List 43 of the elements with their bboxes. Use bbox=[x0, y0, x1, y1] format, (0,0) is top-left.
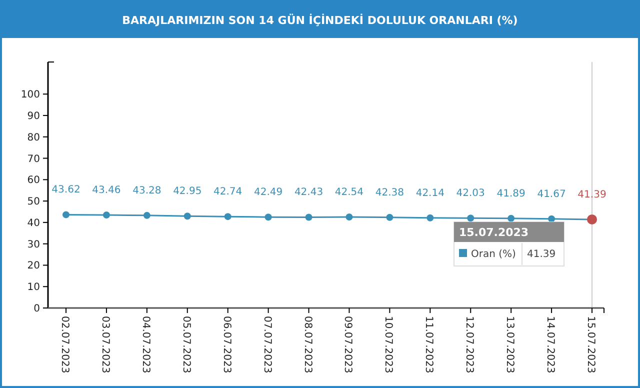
y-tick-label: 70 bbox=[27, 154, 40, 165]
x-tick-label: 06.07.2023 bbox=[220, 316, 232, 374]
x-tick-label: 09.07.2023 bbox=[342, 316, 354, 374]
annotation: 41.39 bbox=[527, 249, 556, 260]
x-tick-label: 04.07.2023 bbox=[140, 316, 151, 374]
x-tick-label: 10.07.2023 bbox=[382, 316, 394, 374]
data-label: 43.46 bbox=[92, 185, 121, 196]
chart-title: BARAJLARIMIZIN SON 14 GÜN İÇİNDEKİ DOLULUK ORANLARI (%) bbox=[122, 13, 518, 27]
x-tick-label: 05.07.2023 bbox=[180, 316, 192, 374]
data-label: 42.14 bbox=[416, 188, 444, 199]
data-label: 42.54 bbox=[334, 187, 364, 198]
data-label: 43.62 bbox=[52, 184, 80, 196]
text: 15.07.2023 bbox=[459, 226, 529, 239]
data-label: 42.49 bbox=[254, 187, 283, 198]
x-tick-label: 08.07.2023 bbox=[302, 316, 313, 374]
x-tick-label: 12.07.2023 bbox=[464, 316, 475, 374]
y-tick-label: 80 bbox=[27, 132, 40, 144]
y-tick-label: 10 bbox=[27, 282, 40, 294]
legend-label: Oran (%) bbox=[471, 249, 516, 260]
x-tick-label: 11.07.2023 bbox=[423, 316, 434, 374]
data-label: 41.89 bbox=[496, 188, 526, 200]
y-tick-label: 100 bbox=[20, 90, 40, 101]
x-tick-label: 15.07.2023 bbox=[585, 316, 596, 374]
y-tick-label: 30 bbox=[27, 239, 40, 250]
y-tick-label: 20 bbox=[27, 260, 40, 272]
y-tick-label: 0 bbox=[34, 304, 40, 314]
x-tick-label: 14.07.2023 bbox=[544, 316, 556, 374]
x-tick-label: 02.07.2023 bbox=[59, 316, 70, 374]
data-label: 41.39 bbox=[578, 189, 606, 200]
data-label: 42.95 bbox=[173, 186, 202, 198]
y-tick-label: 40 bbox=[27, 218, 40, 229]
data-label: 42.74 bbox=[214, 186, 242, 198]
data-label: 42.38 bbox=[375, 187, 404, 198]
y-tick-label: 50 bbox=[27, 196, 40, 208]
x-tick-label: 03.07.2023 bbox=[99, 316, 110, 374]
data-label: 41.67 bbox=[537, 188, 566, 200]
x-tick-label: 13.07.2023 bbox=[504, 316, 516, 374]
data-label: 42.43 bbox=[294, 187, 324, 198]
y-tick-label: 90 bbox=[27, 110, 40, 122]
data-label: 43.28 bbox=[132, 185, 162, 196]
x-tick-label: 07.07.2023 bbox=[261, 316, 272, 374]
data-label: 42.03 bbox=[456, 188, 485, 200]
y-tick-label: 60 bbox=[27, 175, 40, 186]
